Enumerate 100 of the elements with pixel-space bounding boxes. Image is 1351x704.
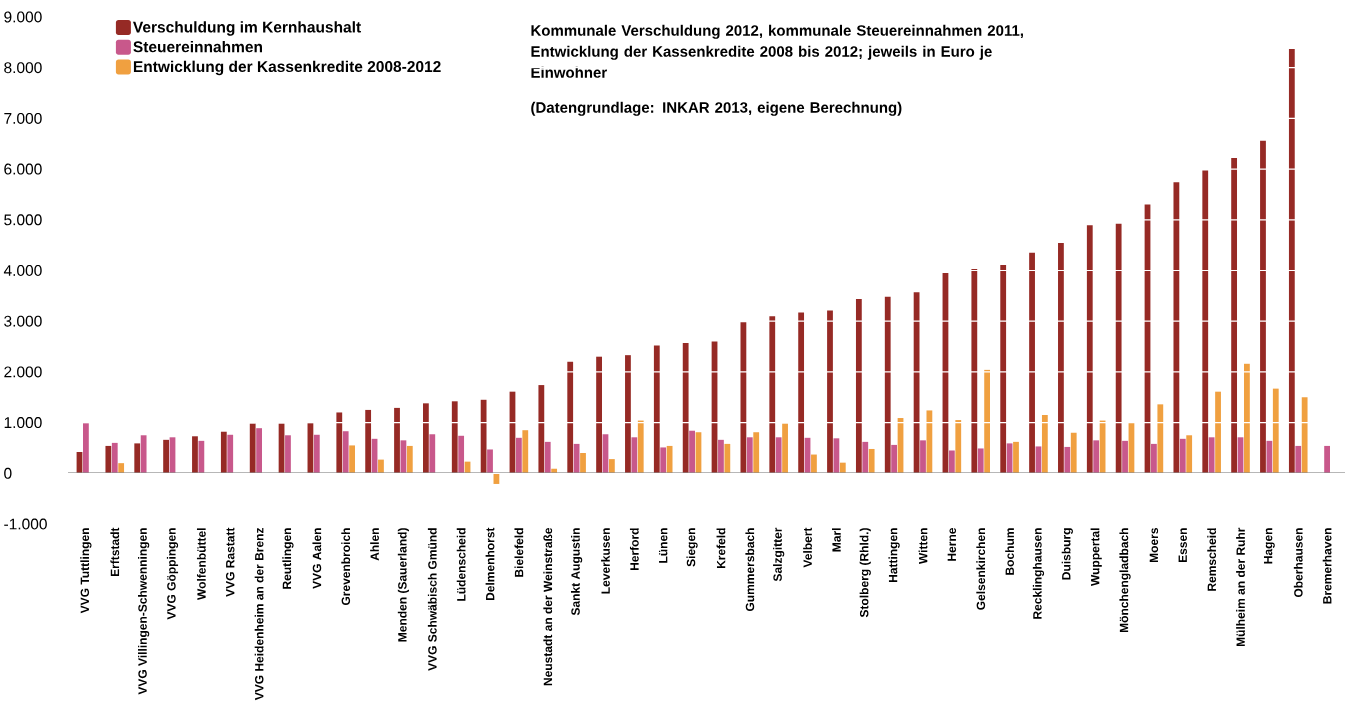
bar <box>682 343 689 474</box>
bar <box>891 444 898 474</box>
bar <box>1324 445 1331 474</box>
x-tick-label: Hagen <box>1263 528 1275 564</box>
legend-label: Verschuldung im Kernhaushalt <box>133 21 361 36</box>
bar <box>718 439 724 474</box>
bar <box>313 434 320 474</box>
bar <box>256 428 262 474</box>
bar <box>458 435 465 474</box>
annotation: (Datengrundlage: INKAR 2013, eigene Berechnung) <box>531 101 902 116</box>
bar <box>1058 243 1064 474</box>
bar <box>948 450 955 474</box>
y-tick-label: 9.000 <box>4 11 42 23</box>
bar <box>746 437 753 474</box>
bar <box>134 443 141 474</box>
bar <box>1202 170 1209 474</box>
x-tick-label: Krefeld <box>716 528 726 569</box>
x-tick-label: Marl <box>832 528 841 552</box>
bar <box>839 462 846 474</box>
bar <box>1288 48 1295 474</box>
y-tick-label: 7.000 <box>4 112 42 124</box>
x-tick-label: Neustadt an der Weinstraße <box>543 527 553 686</box>
x-tick-label: Grevenbroich <box>341 528 351 606</box>
bar <box>1070 432 1077 474</box>
bar <box>285 435 291 474</box>
bar <box>480 399 487 474</box>
bar <box>625 355 631 474</box>
x-tick-label: Sankt Augustin <box>571 528 583 616</box>
bar <box>855 298 862 474</box>
bar <box>349 445 355 474</box>
bar <box>1000 264 1007 474</box>
bar <box>782 423 788 474</box>
bar <box>1013 441 1019 474</box>
x-tick-label: Stolberg (Rhld.) <box>859 528 871 618</box>
bar <box>163 439 169 474</box>
bar <box>451 401 458 474</box>
bar <box>1041 415 1048 474</box>
bar <box>487 449 493 474</box>
bar <box>608 459 615 474</box>
x-tick-label: Gelsenkirchen <box>976 528 986 610</box>
bar <box>724 443 731 474</box>
legend-label: Entwicklung der Kassenkredite 2008-2012 <box>133 60 441 76</box>
bar <box>1295 445 1302 474</box>
x-tick-label: Lüdenscheid <box>456 528 466 601</box>
y-tick-label: 0 <box>4 467 12 479</box>
bar <box>1151 443 1157 474</box>
bar <box>567 361 574 474</box>
bar <box>192 436 198 474</box>
x-tick-label: Bielefeld <box>514 528 524 577</box>
bar <box>811 454 817 474</box>
y-tick-label: 2.000 <box>4 366 42 378</box>
x-tick-label: Siegen <box>686 528 698 567</box>
bar <box>637 420 644 474</box>
bar <box>769 316 776 474</box>
x-tick-label: Herne <box>947 527 957 561</box>
bar <box>1093 440 1100 474</box>
bar <box>105 445 112 474</box>
bar <box>1157 404 1164 474</box>
y-tick-label: 8.000 <box>4 62 42 74</box>
bar <box>365 409 372 474</box>
y-tick-label: 1.000 <box>4 417 42 429</box>
bar <box>1122 440 1128 474</box>
bar <box>884 296 891 474</box>
bar <box>920 440 926 474</box>
bar <box>827 310 833 474</box>
bar <box>753 432 760 474</box>
x-tick-label: Ahlen <box>370 528 379 561</box>
bar <box>118 463 125 474</box>
text: Kommunale Verschuldung 2012, kommunale Steuereinnahmen 2011, Entwicklung der Kassenkredite 2008 bis 2012; jeweils in Euro je Einwohner <box>531 24 1023 78</box>
x-tick-label: Gummersbach <box>745 528 755 612</box>
bar <box>336 412 343 474</box>
bar <box>580 453 586 474</box>
x-tick-label: Wuppertal <box>1090 528 1102 586</box>
x-tick-label: Salzgitter <box>773 527 785 582</box>
bar <box>631 437 638 474</box>
bar <box>653 345 660 474</box>
bar <box>111 442 118 474</box>
bar <box>955 420 962 474</box>
bar <box>666 445 673 474</box>
x-tick-label: Delmenhorst <box>485 527 495 601</box>
x-tick-label: VVG Heidenheim an der Brenz <box>254 527 264 701</box>
x-tick-label: VVG Villingen-Schwenningen <box>138 528 150 695</box>
bar <box>1086 225 1093 474</box>
bar <box>573 443 580 474</box>
y-tick-label: -1.000 <box>4 518 47 530</box>
bar <box>342 431 349 474</box>
x-tick-label: Lünen <box>658 528 668 563</box>
x-tick-label: Wolfenbüttel <box>196 528 206 600</box>
bar <box>775 437 782 474</box>
bar <box>220 431 227 474</box>
x-tick-label: Leverkusen <box>601 528 610 594</box>
bar <box>1064 446 1071 474</box>
y-tick-label: 4.000 <box>3 265 42 276</box>
bar <box>1186 435 1193 474</box>
x-tick-label: Herford <box>629 528 639 571</box>
bar <box>984 369 991 474</box>
x-tick-label: Menden (Sauerland) <box>397 528 410 642</box>
bar <box>660 447 667 474</box>
bar <box>83 423 89 474</box>
bar <box>140 435 147 474</box>
